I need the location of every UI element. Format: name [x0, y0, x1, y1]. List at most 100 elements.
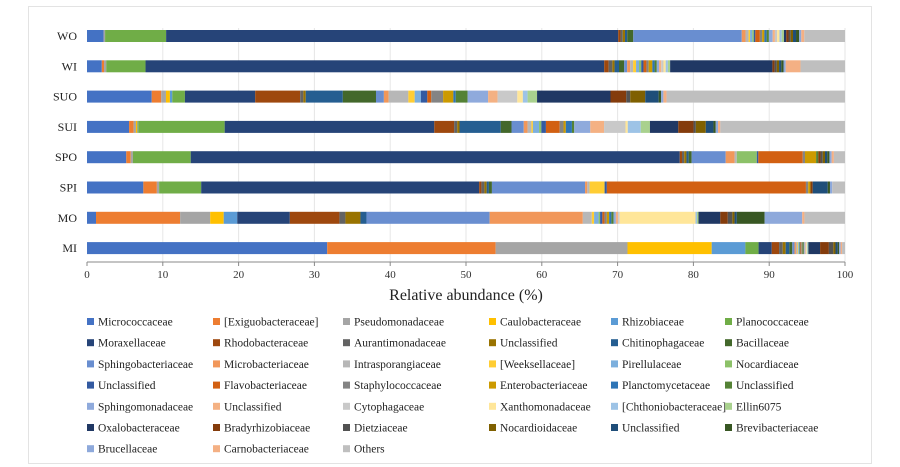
legend-item-brevibacteriaceae: Brevibacteriaceae [725, 423, 818, 435]
bar-segment-suo-rhodobacteraceae [255, 90, 301, 103]
legend-item-rhizobiaceae: Rhizobiaceae [611, 317, 684, 329]
bar-segment-mi-micrococcaceae [87, 242, 328, 255]
category-label: MO [58, 211, 78, 225]
bar-segment-mo-carnobacteriaceae [802, 211, 805, 224]
bar-segment-mi-flavobacteriaceae [800, 242, 802, 255]
bar-segment-wo-planctomycetaceae [764, 30, 767, 42]
x-tick-label: 30 [309, 269, 321, 281]
legend-label: Cytophagaceae [354, 401, 424, 413]
bar-segment-mi-carnobacteriaceae [840, 242, 843, 255]
bar-segment-wi-sphingobacteriaceae [624, 60, 628, 73]
bar-segment-wo-enterobacteriaceae [762, 30, 765, 42]
bar-segment-mo-planctomycetaceae [609, 211, 612, 224]
bar-segment-suo-enterobacteriaceae [443, 90, 454, 103]
x-tick-label: 90 [764, 269, 776, 281]
bar-segment-spi-chitinophagaceae [486, 181, 489, 194]
legend-label: Nocardioidaceae [500, 423, 577, 435]
bar-segment-mo-oxalobacteraceae [698, 211, 721, 224]
bar-segment-wi-nocardiaceae [639, 60, 642, 73]
bar-segment-mo-unclassified [734, 211, 737, 224]
bar-segment-mi-sphingobacteriaceae [792, 242, 795, 255]
bar-segment-spi-staphylococcaceae [805, 181, 809, 194]
bar-segment-mo-intrasporangiaceae [582, 211, 592, 224]
legend-label: Rhodobacteraceae [224, 338, 308, 350]
legend-item-rhodobacteraceae: Rhodobacteraceae [213, 338, 308, 350]
legend-swatch [213, 318, 220, 325]
bar-segment-suo-ellin6075 [527, 90, 538, 103]
bar-segment-mo-unclassified [615, 211, 619, 224]
legend-swatch [87, 360, 94, 368]
legend-label: Sphingobacteriaceae [98, 359, 193, 371]
bar-segment-wi-planctomycetaceae [652, 60, 655, 73]
bar-segment-mi-rhodobacteraceae [771, 242, 780, 255]
bar-segment-mi-unclassified [803, 242, 804, 255]
bar-segment-wi-pirellulaceae [636, 60, 640, 73]
legend-swatch [87, 402, 94, 410]
bar-segment-spi-rhodobacteraceae [479, 181, 482, 194]
bar-segment-wo-micrococcaceae [87, 30, 104, 42]
bar-segment-spi-others [832, 181, 845, 194]
bar-segment-wi-micrococcaceae [87, 60, 102, 73]
bar-segment-wi-enterobacteriaceae [648, 60, 653, 73]
bar-segment-mi-caulobacteraceae [627, 242, 712, 255]
legend-label: Unclassified [224, 401, 282, 413]
legend-item-exiguobacteraceae: [Exiguobacteraceae] [213, 317, 319, 329]
bar-segment-spo-flavobacteriaceae [758, 151, 803, 164]
legend-label: Micrococcaceae [98, 317, 173, 329]
bar-segment-mo-staphylococcaceae [604, 211, 607, 224]
legend: Micrococcaceae [Exiguobacteraceae] Pseudom… [87, 317, 818, 456]
legend-swatch [489, 424, 496, 431]
bar-segment-suo-intrasporangiaceae [388, 90, 409, 103]
bar-segment-spi-moraxellaceae [201, 181, 480, 194]
legend-item-chitinophagaceae: Chitinophagaceae [611, 338, 704, 350]
legend-item-sphingomonadaceae: Sphingomonadaceae [87, 401, 193, 413]
legend-label: Planococcaceae [736, 317, 809, 329]
bar-segment-spi-exiguobacteraceae [143, 181, 157, 194]
bar-segment-suo-pirellulaceae [414, 90, 421, 103]
legend-swatch [213, 339, 220, 347]
bar-segment-suo-others [666, 90, 845, 103]
bar-segment-suo-planctomycetaceae [453, 90, 456, 103]
legend-item-cytophagaceae: Cytophagaceae [343, 401, 424, 413]
bar-segment-wi-unclassified [612, 60, 615, 73]
bar-segment-wi-oxalobacteraceae [670, 60, 773, 73]
bar-segment-wo-ellin6075 [781, 30, 784, 42]
bar-segment-wo-unclassified [793, 30, 797, 42]
category-label: SPO [55, 150, 77, 164]
bar-segment-wo-weeksellaceae [748, 30, 751, 42]
bar-segment-wo-brucellaceae [799, 30, 802, 42]
bar-segment-spi-planococcaceae [159, 181, 202, 194]
legend-label: Nocardiaceae [736, 359, 799, 371]
bar-segment-mi-intrasporangiaceae [795, 242, 798, 255]
bar-segment-spi-weeksellaceae [589, 181, 605, 194]
bar-segment-sui-unclassified [705, 120, 714, 133]
legend-swatch [87, 445, 94, 453]
bar-segment-mi-unclassified [804, 242, 806, 255]
bar-segment-spo-sphingobacteriaceae [691, 151, 726, 164]
bar-segment-wi-unclassified [641, 60, 644, 73]
bar-segment-wi-unclassified [779, 60, 782, 73]
legend-item-planococcaceae: Planococcaceae [725, 317, 809, 329]
bar-segment-wi-chthoniobacteraceae [665, 60, 668, 73]
bar-segment-suo-unclassified [420, 90, 428, 103]
bar-segment-suo-unclassified [303, 90, 306, 103]
legend-item-unclassified: Unclassified [725, 380, 794, 392]
bar-segment-wo-bradyrhizobiaceae [786, 30, 789, 42]
legend-swatch [87, 424, 94, 431]
legend-item-flavobacteriaceae: Flavobacteriaceae [213, 380, 307, 392]
legend-swatch [343, 318, 350, 325]
bar-segment-mi-microbacteriaceae [794, 242, 796, 255]
legend-item-microbacteriaceae: Microbacteriaceae [213, 359, 309, 371]
bar-segment-mi-xanthomonadaceae [806, 242, 807, 255]
bar-segment-wo-microbacteriaceae [741, 30, 746, 42]
bar-segment-mi-unclassified [782, 242, 786, 255]
bar-segment-mo-brevibacteriaceae [736, 211, 765, 224]
bar-segment-spo-unclassified [684, 151, 687, 164]
bar-segment-wi-pseudomonadaceae [104, 60, 107, 73]
legend-swatch [611, 381, 618, 389]
bar-segment-spo-nocardioidaceae [822, 151, 825, 164]
bar-segment-mo-brucellaceae [764, 211, 803, 224]
bar-segment-wi-unclassified [659, 60, 662, 73]
legend-swatch [725, 360, 732, 368]
bar-segment-mi-brevibacteriaceae [837, 242, 840, 255]
